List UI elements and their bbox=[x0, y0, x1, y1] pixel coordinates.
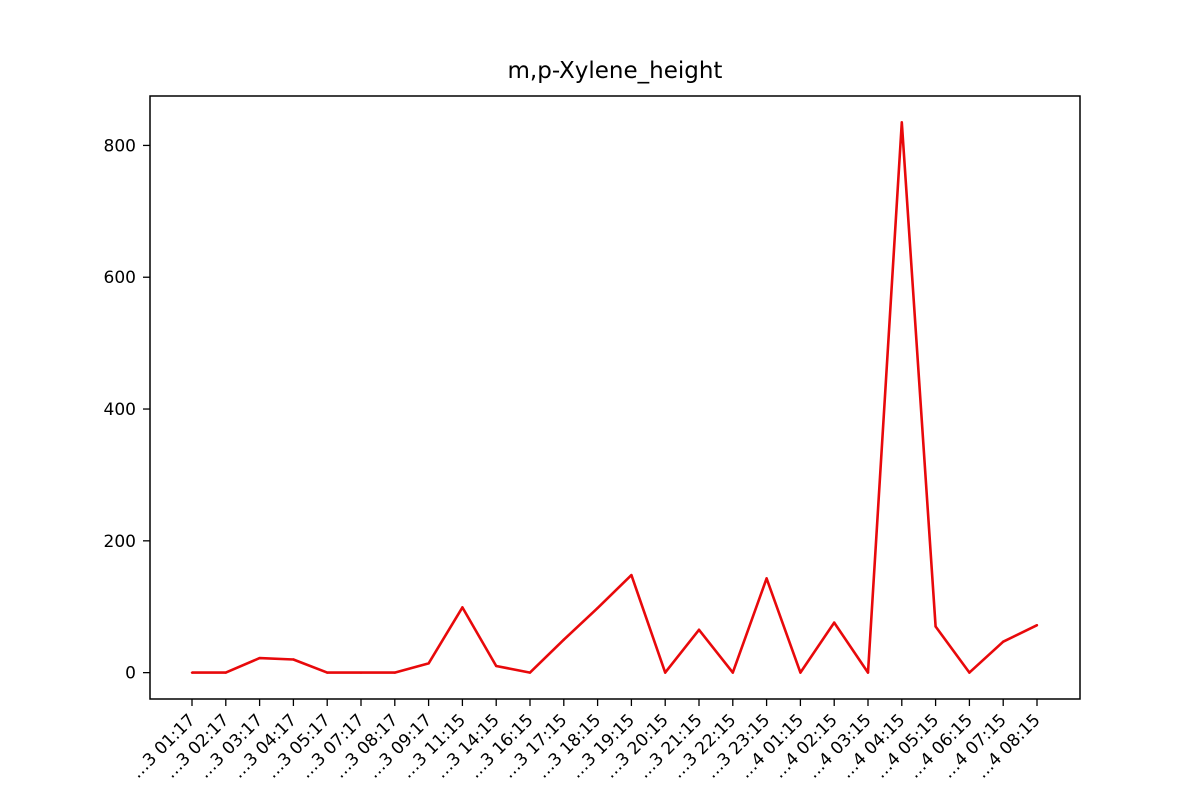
data-point bbox=[799, 671, 802, 674]
data-point bbox=[190, 671, 194, 674]
data-point bbox=[664, 671, 667, 674]
series-line bbox=[192, 121, 1038, 674]
data-point bbox=[765, 577, 768, 580]
x-axis: …3 01:17…3 02:17…3 03:17…3 04:17…3 05:17… bbox=[127, 699, 1045, 783]
data-point bbox=[1035, 623, 1039, 627]
data-point bbox=[697, 628, 701, 632]
chart-title: m,p-Xylene_height bbox=[508, 58, 723, 84]
data-point bbox=[731, 671, 734, 674]
data-point bbox=[393, 671, 396, 674]
data-point bbox=[224, 671, 227, 674]
y-tick-label: 0 bbox=[125, 664, 136, 684]
y-axis: 0 200 400 600 800 bbox=[104, 136, 150, 684]
data-point bbox=[900, 121, 903, 124]
data-point bbox=[968, 671, 971, 674]
data-point bbox=[934, 625, 937, 628]
data-point bbox=[528, 671, 532, 674]
y-tick-label: 400 bbox=[104, 400, 136, 420]
data-point bbox=[258, 656, 261, 660]
data-point bbox=[866, 671, 870, 674]
plot-frame bbox=[149, 95, 1081, 700]
data-point bbox=[562, 638, 565, 641]
data-point bbox=[833, 621, 836, 624]
data-point bbox=[495, 664, 498, 668]
data-point bbox=[596, 606, 599, 610]
y-tick-label: 200 bbox=[104, 532, 136, 552]
data-point bbox=[461, 606, 464, 609]
y-tick-label: 800 bbox=[104, 136, 136, 156]
data-point bbox=[630, 573, 633, 577]
data-point bbox=[292, 658, 295, 661]
series-layer bbox=[190, 121, 1039, 674]
data-point bbox=[427, 662, 430, 665]
data-point bbox=[326, 671, 329, 674]
y-tick-label: 600 bbox=[104, 268, 136, 288]
data-point bbox=[359, 671, 363, 674]
data-point bbox=[1002, 640, 1005, 643]
